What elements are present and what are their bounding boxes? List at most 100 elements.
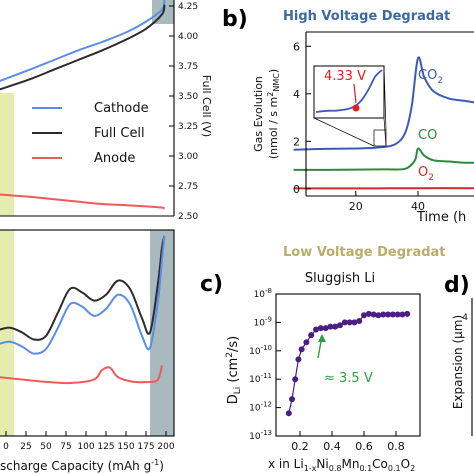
panel-label-d: d) [444,273,470,298]
c-data-point [295,356,302,363]
b-inset: 4.33 V [313,65,387,147]
panel-label-b: b) [222,7,248,32]
c-ytick-label: 10-10 [249,344,272,357]
c-ylabel: DLi (cm2/s) [225,336,243,405]
a-bottom-series-anode [0,365,163,385]
c-data-point [399,311,406,318]
legend-label-anode: Anode [94,151,135,166]
c-ytick-label: 10-8 [254,287,272,300]
c-data-point [289,396,295,403]
b-annotation-4-33v: 4.33 V [324,69,366,84]
yellow-band-top [0,93,14,216]
c-annotation-arrowhead [318,334,326,342]
c-ytick-label: 10-13 [249,429,272,442]
a-bottom-xtick-label: 25 [20,442,31,452]
b-xtick-label: 20 [349,200,363,213]
b-series-label-o2: O2 [418,165,434,183]
d-tick-label: 4 [462,313,468,323]
c-data-point [317,325,324,332]
a-top-ytick-label: 2.75 [178,182,198,192]
b-series-co [293,147,474,171]
a-bottom-xtick-label: 100 [77,442,94,452]
low-voltage-title: Low Voltage Degradat [283,245,446,260]
c-data-point [375,312,382,319]
c-data-point [303,339,310,346]
b-ylabel-line2: (nmol / s m2NMC) [266,69,281,159]
high-voltage-title: High Voltage Degradat [283,9,450,24]
a-top-series-cathode [0,0,166,82]
a-top-ytick-label: 4.25 [178,2,198,12]
b-xlabel: Time (h [416,210,466,225]
b-ytick-label: 6 [293,40,300,53]
a-top-series-full-cell [0,4,166,91]
c-data-point [404,310,411,317]
b-series-co2 [293,56,474,151]
b-series-label-co: CO [418,128,437,143]
c-data-point [385,311,391,318]
c-data-point [341,319,348,326]
c-data-point [285,410,292,417]
panel-d: d) 4 Expansion (μm) [444,273,473,436]
c-annotation-3-5v: ≈ 3.5 V [324,371,373,386]
c-data-point [365,310,372,317]
panel-a-top: 2.50 2.75 3.00 3.25 3.50 3.75 4.00 4.25 Full Ce… [0,0,213,222]
panel-label-c: c) [200,272,223,297]
a-bottom-xlabel: scharge Capacity (mAh g-1) [0,458,164,473]
c-frame [275,293,421,437]
c-data-point [346,319,353,326]
a-bottom-xtick-label: 150 [117,442,134,452]
a-bottom-xtick-label: 50 [40,442,52,452]
b-ytick-label: 0 [293,183,300,196]
c-xtick-label: 0.8 [387,440,405,453]
c-data-point [356,317,363,324]
a-top-ytick-label: 3.50 [178,92,198,102]
c-data-point [313,326,319,333]
c-data-point [332,323,339,330]
c-data-point [361,312,367,319]
c-title: Sluggish Li [305,271,375,286]
c-xtick-label: 0.6 [355,440,373,453]
a-bottom-series-full-cell [0,235,166,341]
a-top-ytick-label: 3.75 [178,62,198,72]
c-data-point [292,376,299,383]
d-ylabel: Expansion (μm) [451,315,465,409]
a-bottom-xtick-label: 0 [3,442,9,452]
c-ytick-label: 10-11 [249,372,272,385]
b-inset-connector-2 [313,117,375,147]
b-ylabel-line1: Gas Evolution [252,76,265,152]
c-xtick-label: 0.2 [291,440,309,453]
c-series-line [288,313,408,414]
b-ytick-label: 4 [293,88,300,101]
a-bottom-xtick-label: 125 [97,442,114,452]
b-inset-connector-1 [383,65,387,131]
b-zoom-box [373,129,387,147]
a-bottom-series-cathode [0,235,166,355]
b-inset-series-co2 [315,69,383,113]
b-annotation-arrow [353,83,357,104]
panel-a-bottom: 0 25 50 75 100 125 150 175 200 scharge Capacity … [0,229,175,473]
c-data-point [380,311,387,318]
c-ytick-label: 10-12 [249,401,272,414]
b-ytick-label: 2 [293,135,300,148]
b-series-label-co2: CO2 [418,68,443,86]
a-bottom-xtick-label: 200 [157,442,174,452]
c-data-point [370,311,377,318]
a-bottom-xtick-label: 75 [60,442,71,452]
a-top-ytick-label: 3.25 [178,122,198,132]
c-data-point [351,319,358,326]
panel-c: c) Sluggish Li 0.2 0.4 0.6 0.8 10-13 10-12 10-… [200,271,421,473]
a-bottom-xtick-label: 175 [137,442,154,452]
b-inset-marker [352,104,360,112]
c-data-point [394,311,401,318]
a-top-legend: Cathode Full Cell Anode [32,101,149,166]
yellow-band-bottom [0,230,14,436]
c-xlabel: x in Li1-xNi0.8Mn0.1Co0.1O2 [268,457,415,473]
b-xtick-label: 40 [411,200,425,213]
c-data-point [308,332,315,339]
a-top-ylabel: Full Cell (V) [200,75,213,137]
c-data-point [298,346,305,353]
c-data-point [337,322,343,329]
c-data-point [327,323,334,330]
panel-b: b) High Voltage Degradat 0246204060 Gas … [222,7,474,225]
